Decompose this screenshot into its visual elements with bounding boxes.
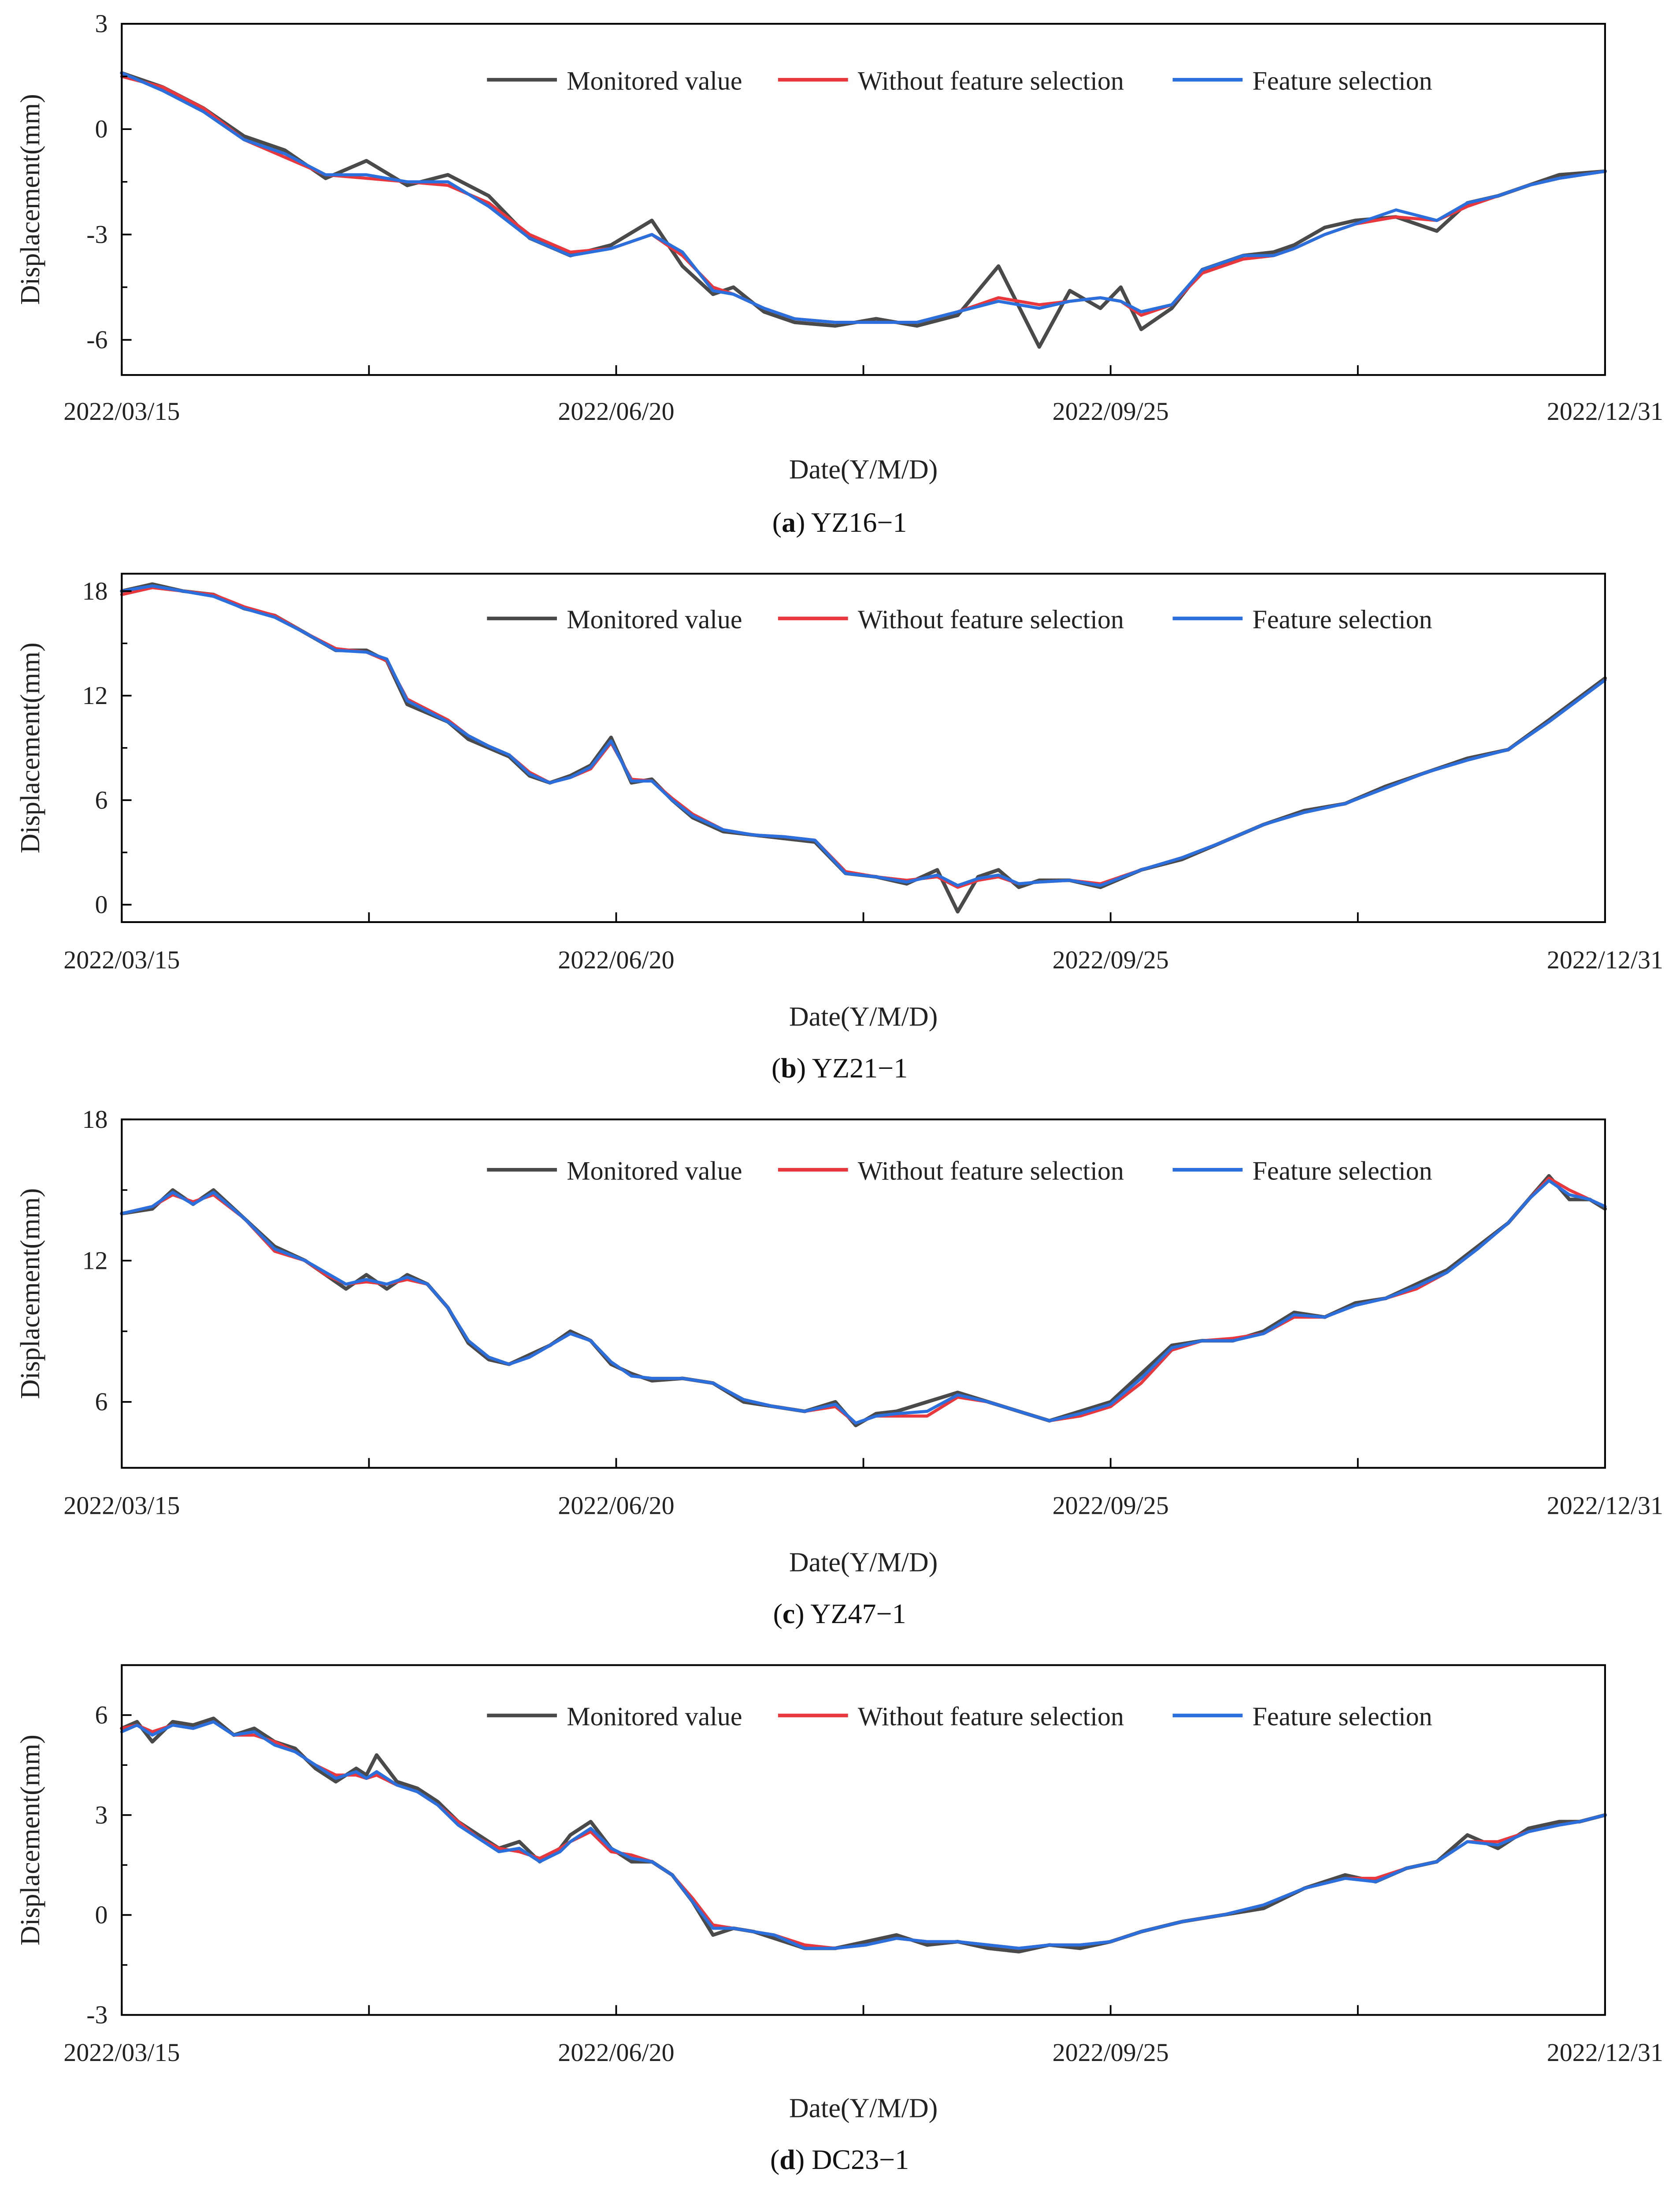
legend-label-monitored: Monitored value bbox=[567, 1156, 742, 1185]
y-tick-label: -3 bbox=[86, 220, 108, 248]
y-tick-label: 0 bbox=[95, 890, 108, 919]
series-line-feature bbox=[120, 1179, 1607, 1425]
y-tick-label: 18 bbox=[82, 1105, 108, 1134]
chart-panel-c: 18 12 6 2022/03/15 2022/06/20 2022/09/25 2022/… bbox=[15, 1105, 1663, 1629]
y-axis-title: Displacement(mm) bbox=[15, 1188, 45, 1399]
legend: Monitored value Without feature selection… bbox=[487, 1702, 1432, 1731]
y-tick-label: 12 bbox=[82, 1246, 108, 1275]
chart-panel-d: 6 3 0 -3 2022/03/15 2022/06/20 2022/09/25 2022/… bbox=[15, 1664, 1663, 2175]
x-tick-label: 2022/12/31 bbox=[1547, 397, 1663, 426]
legend: Monitored value Without feature selection… bbox=[487, 605, 1432, 634]
x-axis-title: Date(Y/M/D) bbox=[789, 1548, 938, 1578]
panel-caption: (b) YZ21−1 bbox=[771, 1053, 908, 1084]
x-tick-label: 2022/06/20 bbox=[558, 945, 674, 974]
caption-paren-open: ( bbox=[771, 1053, 781, 1084]
x-tick-label: 2022/09/25 bbox=[1053, 1491, 1169, 1520]
y-tick-label: 0 bbox=[95, 115, 108, 143]
series-line-without bbox=[120, 75, 1607, 324]
legend-label-feature: Feature selection bbox=[1253, 66, 1432, 95]
caption-paren-close: ) bbox=[795, 1598, 810, 1629]
x-tick-label: 2022/06/20 bbox=[558, 2038, 674, 2067]
x-tick-label: 2022/03/15 bbox=[63, 2038, 180, 2067]
caption-name: YZ21−1 bbox=[812, 1053, 908, 1084]
x-tick-label: 2022/09/25 bbox=[1053, 945, 1169, 974]
x-tick-label: 2022/03/15 bbox=[63, 397, 180, 426]
series-line-monitored bbox=[120, 1716, 1607, 1953]
caption-paren-close: ) bbox=[797, 1053, 812, 1084]
x-tick-label: 2022/09/25 bbox=[1053, 397, 1169, 426]
legend: Monitored value Without feature selection… bbox=[487, 1156, 1432, 1185]
caption-paren-open: ( bbox=[770, 2144, 779, 2175]
legend-label-without: Without feature selection bbox=[858, 66, 1124, 95]
x-tick-label: 2022/06/20 bbox=[558, 1491, 674, 1520]
legend-label-monitored: Monitored value bbox=[567, 1702, 742, 1731]
caption-paren-open: ( bbox=[773, 1598, 783, 1629]
legend-label-feature: Feature selection bbox=[1253, 1156, 1432, 1185]
legend-label-feature: Feature selection bbox=[1253, 1702, 1432, 1731]
series-line-without bbox=[120, 1720, 1607, 1950]
caption-paren-close: ) bbox=[795, 2144, 812, 2175]
x-tick-label: 2022/09/25 bbox=[1053, 2038, 1169, 2067]
legend-label-without: Without feature selection bbox=[858, 605, 1124, 634]
caption-letter: a bbox=[782, 507, 796, 538]
x-axis-title: Date(Y/M/D) bbox=[789, 455, 938, 485]
y-axis-title: Displacement(mm) bbox=[15, 1735, 45, 1946]
y-axis-title: Displacement(mm) bbox=[15, 94, 45, 305]
caption-letter: d bbox=[779, 2144, 795, 2175]
legend-label-without: Without feature selection bbox=[858, 1702, 1124, 1731]
series-line-feature bbox=[120, 1720, 1607, 1950]
panel-caption: (c) YZ47−1 bbox=[773, 1598, 906, 1629]
caption-name: YZ47−1 bbox=[810, 1598, 906, 1629]
chart-panel-b: 18 12 6 0 2022/03/15 2022/06/20 2022/09/25 2022… bbox=[15, 573, 1663, 1084]
y-tick-label: -3 bbox=[86, 2000, 108, 2029]
y-tick-label: 6 bbox=[95, 1387, 108, 1416]
x-tick-label: 2022/12/31 bbox=[1547, 945, 1663, 974]
x-axis-title: Date(Y/M/D) bbox=[789, 1002, 938, 1032]
caption-letter: c bbox=[783, 1598, 795, 1629]
chart-panel-a: 3 0 -3 -6 2022/03/15 2022/06/20 2022/09/25 2022… bbox=[15, 9, 1663, 538]
legend-label-monitored: Monitored value bbox=[567, 605, 742, 634]
caption-paren-close: ) bbox=[796, 507, 811, 538]
caption-name: YZ16−1 bbox=[811, 507, 907, 538]
x-tick-label: 2022/12/31 bbox=[1547, 1491, 1663, 1520]
caption-paren-open: ( bbox=[772, 507, 782, 538]
y-tick-label: 12 bbox=[82, 681, 108, 710]
caption-name: DC23−1 bbox=[812, 2144, 909, 2175]
legend-label-monitored: Monitored value bbox=[567, 66, 742, 95]
y-tick-label: 3 bbox=[95, 9, 108, 38]
y-tick-label: 18 bbox=[82, 577, 108, 605]
y-tick-label: 3 bbox=[95, 1801, 108, 1829]
x-tick-label: 2022/03/15 bbox=[63, 945, 180, 974]
series-line-monitored bbox=[120, 71, 1607, 349]
legend-label-without: Without feature selection bbox=[858, 1156, 1124, 1185]
x-tick-label: 2022/06/20 bbox=[558, 397, 674, 426]
legend-label-feature: Feature selection bbox=[1253, 605, 1432, 634]
x-axis-title: Date(Y/M/D) bbox=[789, 2093, 938, 2123]
y-tick-label: 0 bbox=[95, 1901, 108, 1929]
x-tick-label: 2022/12/31 bbox=[1547, 2038, 1663, 2067]
y-tick-label: 6 bbox=[95, 786, 108, 814]
series-line-feature bbox=[120, 71, 1607, 324]
x-tick-label: 2022/03/15 bbox=[63, 1491, 180, 1520]
series-line-without bbox=[120, 1176, 1607, 1425]
y-tick-label: -6 bbox=[86, 326, 108, 354]
legend: Monitored value Without feature selection… bbox=[487, 66, 1432, 95]
panel-caption: (a) YZ16−1 bbox=[772, 507, 907, 538]
series-line-feature bbox=[120, 584, 1607, 887]
caption-letter: b bbox=[781, 1053, 797, 1084]
panel-caption: (d) DC23−1 bbox=[770, 2144, 909, 2175]
y-axis-title: Displacement(mm) bbox=[15, 642, 45, 853]
y-tick-label: 6 bbox=[95, 1701, 108, 1729]
